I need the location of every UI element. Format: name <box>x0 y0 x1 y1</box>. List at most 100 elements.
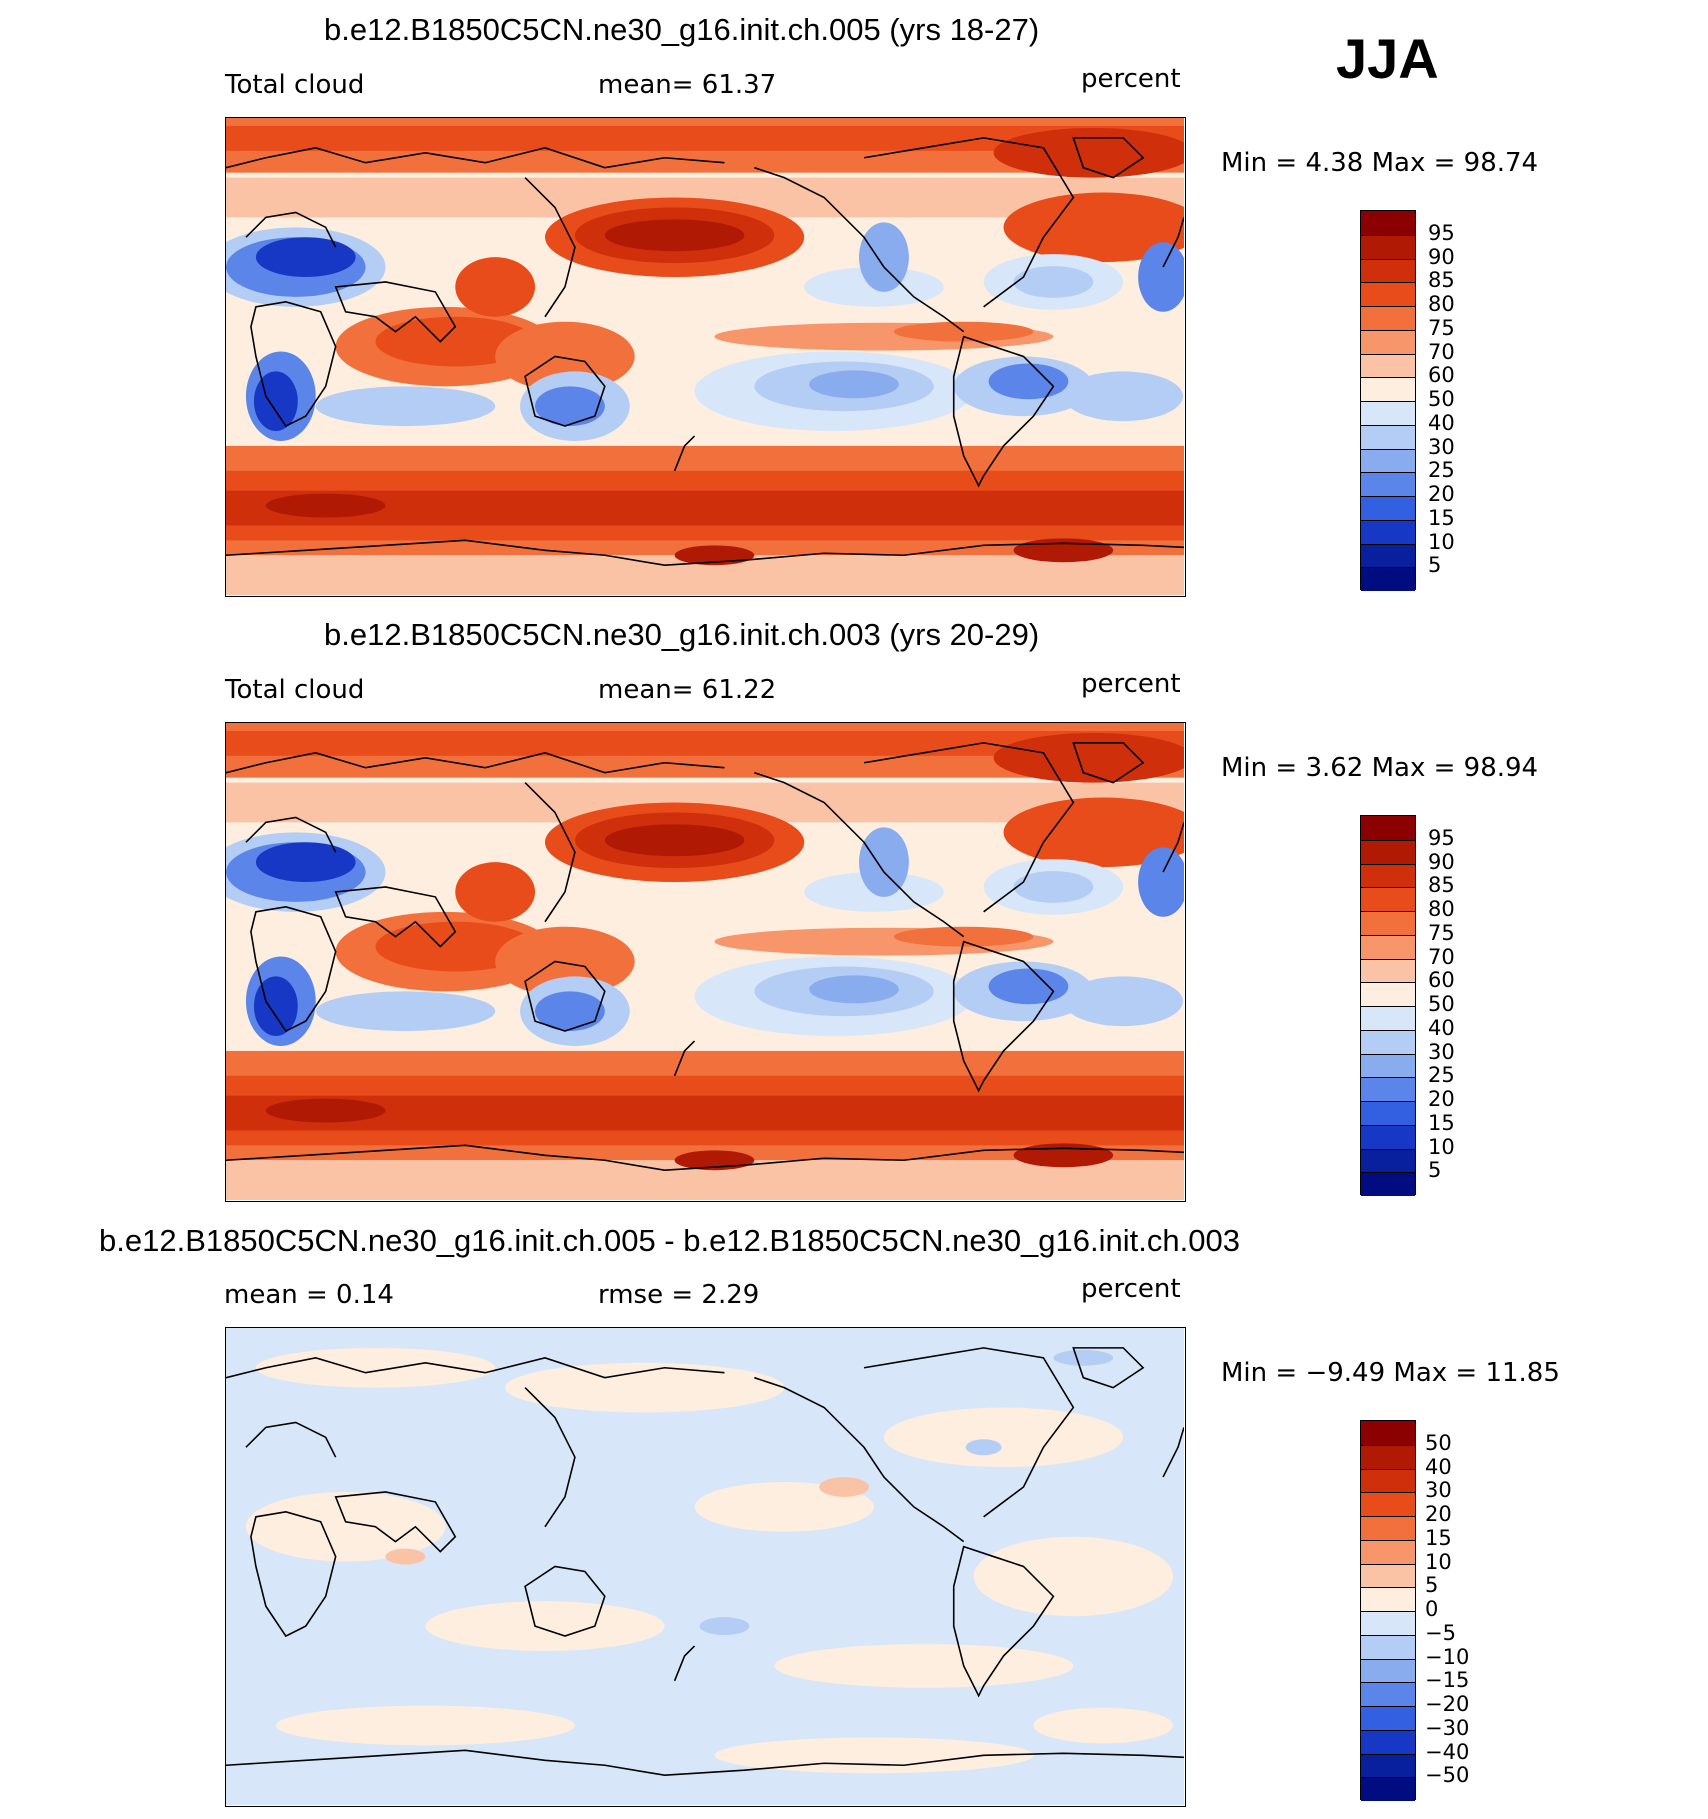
panel-2-colorbar <box>1360 815 1416 1196</box>
panel-3-rmse: rmse = 2.29 <box>598 1280 760 1310</box>
colorbar-swatch <box>1361 1563 1415 1588</box>
coastline <box>226 1144 1184 1171</box>
colorbar-tick-label: 5 <box>1425 1573 1439 1598</box>
coastline <box>334 1491 457 1553</box>
coastline <box>952 1545 1055 1698</box>
contour-region <box>315 386 496 427</box>
panel-3-minmax: Min = −9.49 Max = 11.85 <box>1221 1358 1560 1388</box>
contour-region <box>893 926 1034 947</box>
colorbar-tick-label: 50 <box>1425 1430 1452 1455</box>
contour-region <box>774 1644 1074 1688</box>
colorbar-tick-label: 0 <box>1425 1597 1439 1621</box>
colorbar-swatch <box>1361 1124 1415 1149</box>
colorbar-tick-label: 15 <box>1428 505 1455 530</box>
colorbar-swatch <box>1361 282 1415 306</box>
coastline <box>754 166 965 333</box>
colorbar-swatch <box>1361 472 1415 496</box>
contour-region <box>819 1477 869 1497</box>
contour-region <box>1013 1143 1114 1168</box>
contour-region <box>375 921 536 972</box>
coastline <box>1162 1427 1184 1478</box>
contour-region <box>255 237 356 277</box>
contour-region <box>1063 976 1184 1027</box>
contour-region <box>1138 847 1184 917</box>
colorbar-swatch <box>1361 887 1415 911</box>
contour-region <box>1063 371 1184 422</box>
panel-3-colorbar <box>1360 1420 1416 1801</box>
colorbar-tick-label: −5 <box>1425 1620 1456 1645</box>
colorbar-swatch <box>1361 519 1415 544</box>
contour-region <box>1138 242 1184 312</box>
contour-region <box>245 1491 446 1562</box>
coastline <box>245 211 337 248</box>
contour-region <box>699 1617 750 1636</box>
coastline <box>524 177 576 318</box>
contour-region <box>1033 1707 1174 1744</box>
coastline <box>1162 822 1184 873</box>
panel-1-map <box>225 117 1186 597</box>
colorbar-tick-label: 20 <box>1428 1087 1455 1111</box>
contour-region <box>893 321 1034 342</box>
panel-1-units: percent <box>1081 64 1181 94</box>
coastline <box>250 1511 337 1638</box>
colorbar-swatch <box>1361 958 1415 983</box>
contour-region <box>993 127 1184 178</box>
contour-region <box>1013 266 1094 298</box>
panel-2-map <box>225 722 1186 1202</box>
colorbar-swatch <box>1361 1492 1415 1516</box>
colorbar-swatch <box>1361 1444 1415 1469</box>
colorbar-tick-label: 15 <box>1428 1110 1455 1135</box>
colorbar-swatch <box>1361 1029 1415 1054</box>
coastline <box>334 886 457 948</box>
contour-region <box>809 370 899 399</box>
colorbar-swatch <box>1361 1706 1415 1730</box>
colorbar-tick-label: 50 <box>1428 387 1455 411</box>
colorbar-swatch <box>1361 911 1415 935</box>
colorbar-swatch <box>1361 1516 1415 1540</box>
colorbar-swatch <box>1361 982 1415 1006</box>
panel-3-mean: mean = 0.14 <box>224 1280 394 1310</box>
colorbar-tick-label: 5 <box>1428 1158 1442 1183</box>
contour-region <box>1013 538 1114 563</box>
colorbar-tick-label: 95 <box>1428 220 1455 245</box>
colorbar-tick-label: 90 <box>1428 849 1455 874</box>
colorbar-swatch <box>1361 816 1415 840</box>
colorbar-swatch <box>1361 1634 1415 1659</box>
colorbar-tick-label: −15 <box>1425 1668 1470 1693</box>
coastline <box>863 742 1075 913</box>
colorbar-swatch <box>1361 1753 1415 1778</box>
colorbar-tick-label: 85 <box>1428 268 1455 293</box>
panel-2-minmax: Min = 3.62 Max = 98.94 <box>1221 753 1539 783</box>
coastline <box>673 1040 696 1077</box>
season-label: JJA <box>1336 27 1439 90</box>
colorbar-tick-label: 50 <box>1428 992 1455 1016</box>
colorbar-swatch <box>1361 1101 1415 1125</box>
colorbar-tick-label: 85 <box>1428 873 1455 898</box>
colorbar-swatch <box>1361 1587 1415 1611</box>
contour-region <box>1003 797 1184 868</box>
colorbar-tick-label: 25 <box>1428 1063 1455 1088</box>
coastline <box>226 539 1184 566</box>
colorbar-tick-label: 10 <box>1428 529 1455 554</box>
colorbar-swatch <box>1361 1006 1415 1030</box>
colorbar-swatch <box>1361 1468 1415 1493</box>
colorbar-tick-label: 5 <box>1428 553 1442 578</box>
contour-region <box>315 991 496 1032</box>
colorbar-swatch <box>1361 353 1415 378</box>
coastline <box>1072 742 1145 784</box>
colorbar-tick-label: 15 <box>1425 1525 1452 1550</box>
contour-region <box>714 1737 1034 1774</box>
colorbar-swatch <box>1361 1172 1415 1196</box>
colorbar-swatch <box>1361 1053 1415 1078</box>
colorbar-tick-label: 75 <box>1428 315 1455 340</box>
colorbar-tick-label: 80 <box>1428 292 1455 316</box>
contour-region <box>253 371 298 432</box>
colorbar-swatch <box>1361 377 1415 401</box>
colorbar-swatch <box>1361 258 1415 283</box>
colorbar-swatch <box>1361 567 1415 591</box>
coastline <box>250 906 337 1033</box>
contour-region <box>809 975 899 1004</box>
coastline <box>524 782 576 923</box>
contour-region <box>859 827 909 897</box>
colorbar-tick-label: 70 <box>1428 944 1455 969</box>
